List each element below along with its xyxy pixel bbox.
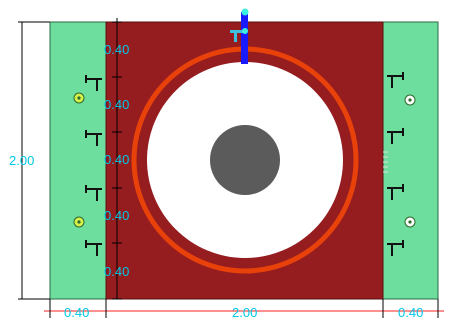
left-bracket-1 xyxy=(85,75,102,91)
right-side-panel xyxy=(382,21,439,300)
row-spacing-label-4: 0.40 xyxy=(104,208,129,223)
left-side-width-label: 0.40 xyxy=(64,305,89,320)
right-fixtures xyxy=(387,72,404,256)
right-bracket-1 xyxy=(387,72,404,88)
left-bracket-4 xyxy=(85,240,102,256)
right-side-width-label: 0.40 xyxy=(398,305,423,320)
left-fixtures xyxy=(85,75,102,256)
dimension-lines xyxy=(18,18,444,318)
right-bracket-4 xyxy=(387,240,404,256)
top-post xyxy=(230,8,249,64)
left-bracket-3 xyxy=(85,185,102,201)
row-spacing-label-1: 0.40 xyxy=(104,42,129,57)
left-bracket-2 xyxy=(85,130,102,146)
right-tick-marks xyxy=(383,151,388,173)
row-spacing-label-5: 0.40 xyxy=(104,264,129,279)
right-bracket-2 xyxy=(387,128,404,144)
overall-height-label: 2.00 xyxy=(9,153,34,168)
row-spacing-label-2: 0.40 xyxy=(104,97,129,112)
left-side-panel xyxy=(49,21,107,300)
right-bracket-3 xyxy=(387,184,404,200)
center-width-label: 2.00 xyxy=(232,305,257,320)
row-spacing-label-3: 0.40 xyxy=(104,152,129,167)
center-core xyxy=(210,125,280,195)
